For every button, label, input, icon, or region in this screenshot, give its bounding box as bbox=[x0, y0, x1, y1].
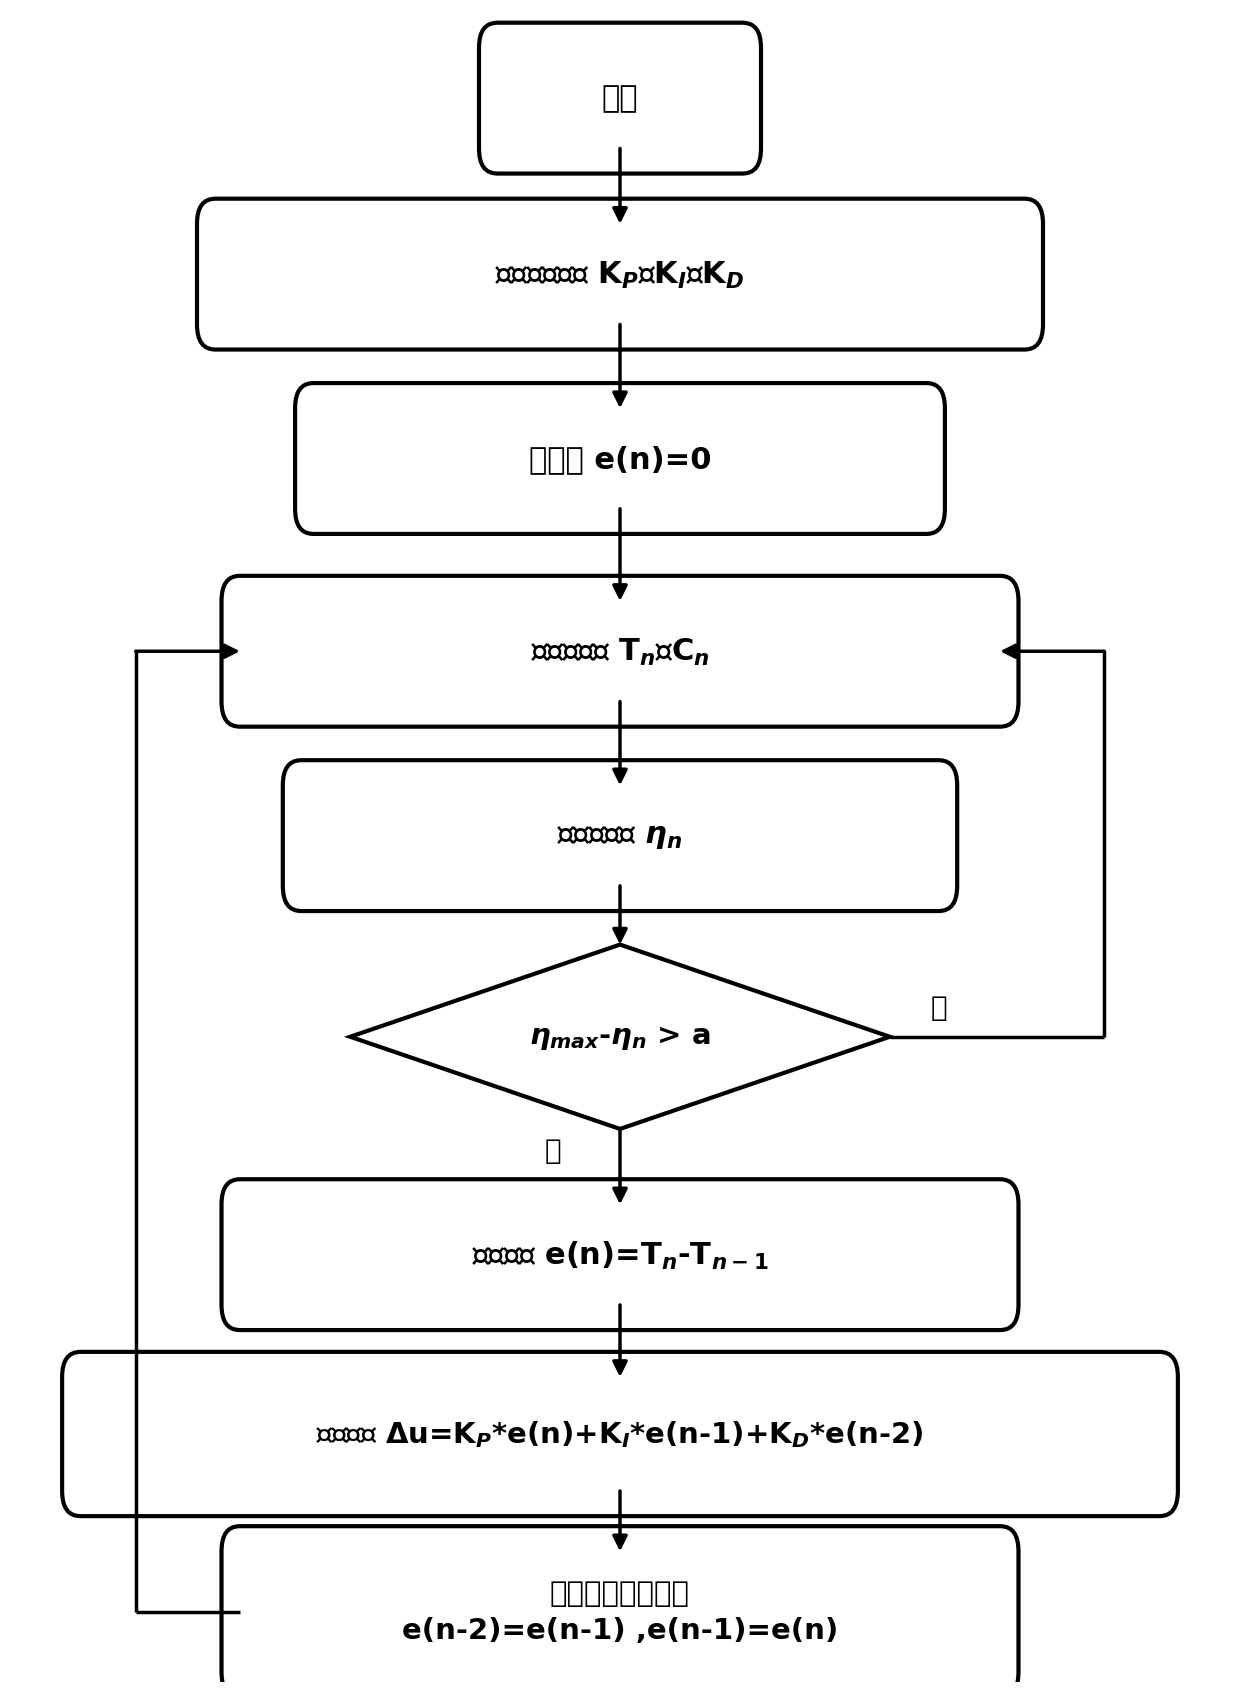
Text: 计算偏差 e(n)=T$_n$-T$_{n-1}$: 计算偏差 e(n)=T$_n$-T$_{n-1}$ bbox=[471, 1238, 769, 1270]
Text: 计算控制参数 K$_P$、K$_I$、K$_D$: 计算控制参数 K$_P$、K$_I$、K$_D$ bbox=[496, 260, 744, 291]
FancyBboxPatch shape bbox=[222, 1527, 1018, 1689]
FancyBboxPatch shape bbox=[295, 383, 945, 535]
Text: 否: 否 bbox=[930, 993, 947, 1020]
Text: 设初值 e(n)=0: 设初值 e(n)=0 bbox=[528, 444, 712, 473]
Text: e(n-2)=e(n-1) ,e(n-1)=e(n): e(n-2)=e(n-1) ,e(n-1)=e(n) bbox=[402, 1616, 838, 1643]
FancyBboxPatch shape bbox=[222, 1179, 1018, 1331]
FancyBboxPatch shape bbox=[222, 576, 1018, 728]
Text: 开始: 开始 bbox=[601, 84, 639, 113]
Text: 计算输出 $\Delta$u=K$_P$*e(n)+K$_I$*e(n-1)+K$_D$*e(n-2): 计算输出 $\Delta$u=K$_P$*e(n)+K$_I$*e(n-1)+K… bbox=[316, 1419, 924, 1449]
Text: $\eta_{max}$-$\eta_n$ > a: $\eta_{max}$-$\eta_n$ > a bbox=[529, 1024, 711, 1051]
Text: 读入采样值 T$_n$，C$_n$: 读入采样值 T$_n$，C$_n$ bbox=[531, 637, 709, 667]
FancyBboxPatch shape bbox=[479, 24, 761, 174]
FancyBboxPatch shape bbox=[197, 199, 1043, 350]
Polygon shape bbox=[350, 946, 890, 1130]
FancyBboxPatch shape bbox=[62, 1353, 1178, 1517]
Text: 为下一时刻做准备: 为下一时刻做准备 bbox=[551, 1579, 689, 1608]
FancyBboxPatch shape bbox=[283, 760, 957, 912]
Text: 计算转化率 $\eta_n$: 计算转化率 $\eta_n$ bbox=[557, 821, 683, 851]
Text: 是: 是 bbox=[544, 1137, 560, 1164]
